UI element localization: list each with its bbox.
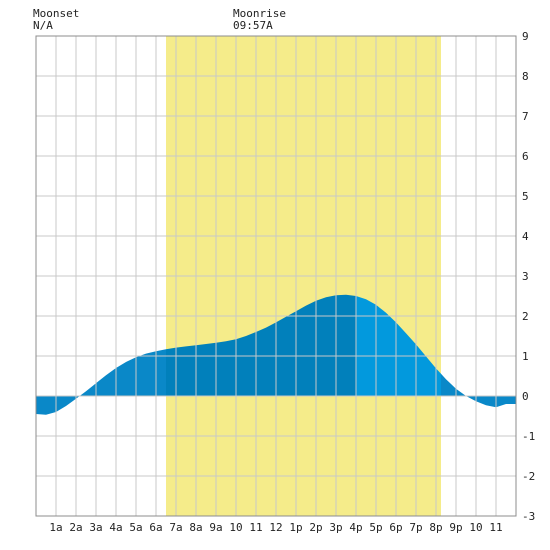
y-tick-label: 7 bbox=[522, 110, 529, 123]
moonrise-label: Moonrise bbox=[233, 7, 286, 20]
x-tick-label: 8p bbox=[429, 521, 442, 534]
x-tick-label: 3p bbox=[329, 521, 342, 534]
y-tick-label: 6 bbox=[522, 150, 529, 163]
y-tick-label: 1 bbox=[522, 350, 529, 363]
plot-frame bbox=[35, 35, 517, 517]
y-tick-label: 2 bbox=[522, 310, 529, 323]
x-tick-label: 2p bbox=[309, 521, 322, 534]
y-tick-label: 3 bbox=[522, 270, 529, 283]
moonset-label: Moonset bbox=[33, 7, 80, 20]
x-tick-label: 11 bbox=[249, 521, 262, 534]
x-tick-label: 9a bbox=[209, 521, 222, 534]
moonset-value: N/A bbox=[33, 19, 53, 32]
y-tick-label: 5 bbox=[522, 190, 529, 203]
x-tick-label: 7a bbox=[169, 521, 182, 534]
y-tick-label: -2 bbox=[522, 470, 535, 483]
x-tick-label: 4a bbox=[109, 521, 122, 534]
tide-area-night-evening bbox=[441, 373, 516, 408]
x-tick-label: 3a bbox=[89, 521, 102, 534]
x-tick-label: 12 bbox=[269, 521, 282, 534]
x-tick-label: 1p bbox=[289, 521, 302, 534]
y-tick-label: 4 bbox=[522, 230, 529, 243]
moonrise-value: 09:57A bbox=[233, 19, 273, 32]
x-tick-label: 9p bbox=[449, 521, 462, 534]
tide-area-day-rising bbox=[166, 294, 356, 396]
x-tick-label: 10 bbox=[229, 521, 242, 534]
x-tick-label: 6a bbox=[149, 521, 162, 534]
x-tick-label: 4p bbox=[349, 521, 362, 534]
x-tick-label: 1a bbox=[49, 521, 62, 534]
x-tick-label: 10 bbox=[469, 521, 482, 534]
x-tick-label: 2a bbox=[69, 521, 82, 534]
y-tick-label: 0 bbox=[522, 390, 529, 403]
y-tick-label: 9 bbox=[522, 30, 529, 43]
x-tick-label: 5a bbox=[129, 521, 142, 534]
y-tick-label: -1 bbox=[522, 430, 535, 443]
x-tick-label: 6p bbox=[389, 521, 402, 534]
y-tick-label: -3 bbox=[522, 510, 535, 523]
x-tick-label: 11 bbox=[489, 521, 502, 534]
y-tick-label: 8 bbox=[522, 70, 529, 83]
x-tick-label: 8a bbox=[189, 521, 202, 534]
tide-area-day-falling bbox=[356, 296, 441, 396]
tide-area-night-morning bbox=[36, 349, 166, 415]
x-tick-label: 5p bbox=[369, 521, 382, 534]
x-tick-label: 7p bbox=[409, 521, 422, 534]
